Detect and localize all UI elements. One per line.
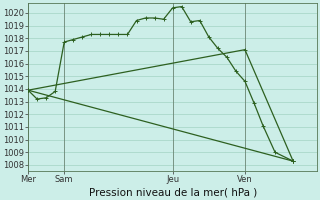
X-axis label: Pression niveau de la mer( hPa ): Pression niveau de la mer( hPa ) [89,187,257,197]
